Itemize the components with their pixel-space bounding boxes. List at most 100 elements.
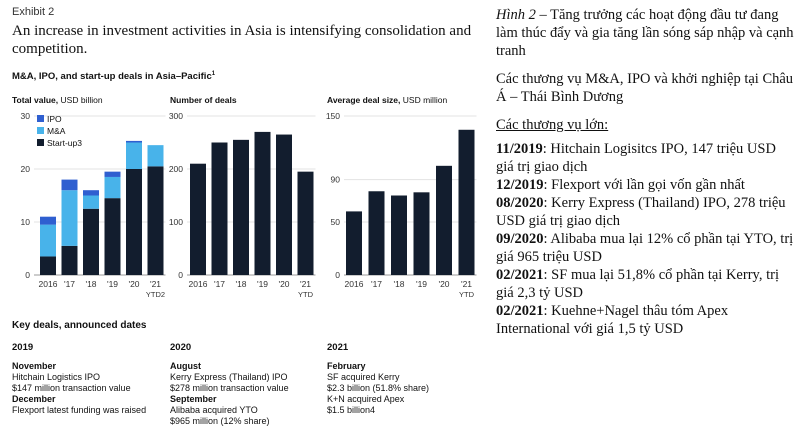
- bar-0: [190, 163, 206, 275]
- y-tick-label: 30: [21, 111, 31, 121]
- y-tick-label: 10: [21, 217, 31, 227]
- bar-startup-3: [104, 198, 121, 275]
- key-deal-date: December: [12, 394, 56, 404]
- chart-subtitle-footnote: 1: [211, 71, 216, 77]
- major-deal-text: : Kuehne+Nagel thâu tóm Apex Internation…: [496, 303, 729, 337]
- figure-caption-text: – Tăng trưởng các hoạt động đầu tư đang …: [496, 7, 794, 59]
- key-deals-year: 2021: [327, 342, 349, 353]
- bar-0: [346, 211, 362, 275]
- bar-1: [211, 142, 228, 275]
- chart-subtitle: M&A, IPO, and start-up deals in Asia–Pac…: [12, 71, 215, 82]
- key-deals-2019: 2019 November Hitchain Logistics IPO $147 m…: [12, 342, 146, 416]
- x-tick-label: '20: [438, 279, 449, 289]
- chart-title-total-value-main: Total value,: [12, 95, 59, 105]
- legend-swatch-2: [37, 139, 44, 146]
- major-deal-date: 09/2020: [496, 231, 544, 247]
- key-deals-2020: 2020 August Kerry Express (Thailand) IPO $2…: [170, 342, 289, 427]
- major-deal-date: 11/2019: [496, 141, 543, 157]
- bar-startup-1: [61, 245, 78, 275]
- x-tick-label: '19: [107, 279, 118, 289]
- key-deal-detail: Kerry Express (Thailand) IPO: [170, 372, 288, 382]
- x-tick-label: '20: [128, 279, 139, 289]
- major-deal-text: : Kerry Express (Thailand) IPO, 278 triệ…: [496, 195, 786, 229]
- figure-caption: Hình 2 – Tăng trưởng các hoạt động đầu t…: [496, 6, 794, 60]
- bar-2: [391, 195, 407, 275]
- y-tick-label: 0: [335, 270, 340, 280]
- exhibit-headline: An increase in investment activities in …: [12, 23, 472, 57]
- x-tick-sublabel: YTD: [298, 290, 314, 299]
- x-tick-label: '19: [257, 279, 268, 289]
- key-deals-title: Key deals, announced dates: [12, 320, 147, 331]
- key-deal-detail: SF acquired Kerry: [327, 372, 400, 382]
- y-tick-label: 200: [169, 164, 183, 174]
- x-tick-label: '21: [150, 279, 161, 289]
- major-deal-text: : Hitchain Logisitcs IPO, 147 triệu USD …: [496, 141, 776, 175]
- bar-ipo-4: [126, 140, 142, 143]
- major-deal-date: 12/2019: [496, 177, 544, 193]
- bar-1: [368, 191, 385, 275]
- major-deals-list: 11/2019: Hitchain Logisitcs IPO, 147 tri…: [496, 140, 794, 338]
- x-tick-label: '17: [371, 279, 382, 289]
- bar-ipo-2: [83, 190, 99, 196]
- key-deal-detail: Hitchain Logistics IPO: [12, 372, 101, 382]
- x-tick-label: '17: [64, 279, 75, 289]
- major-deals-heading: Các thương vụ lớn:: [496, 117, 609, 133]
- major-deal-item: 02/2021: Kuehne+Nagel thâu tóm Apex Inte…: [496, 302, 794, 338]
- chart-title-avg-size-main: Average deal size,: [327, 95, 401, 105]
- major-deal-date: 02/2021: [496, 303, 544, 319]
- bar-2: [233, 139, 249, 275]
- bar-startup-5: [147, 166, 164, 275]
- legend-label-2: Start-up3: [47, 138, 82, 148]
- key-deal-detail: Alibaba acquired YTO: [170, 405, 258, 415]
- legend-label-0: IPO: [47, 114, 62, 124]
- key-deal-date: September: [170, 394, 217, 404]
- y-tick-label: 150: [326, 111, 340, 121]
- y-tick-label: 100: [169, 217, 183, 227]
- y-tick-label: 0: [178, 270, 183, 280]
- major-deal-item: 08/2020: Kerry Express (Thailand) IPO, 2…: [496, 194, 794, 230]
- figure-number: Hình 2: [496, 7, 536, 23]
- bar-ma-0: [40, 224, 56, 257]
- major-deal-text: : Alibaba mua lại 12% cổ phần tại YTO, t…: [496, 231, 794, 265]
- x-tick-label: '19: [416, 279, 427, 289]
- x-tick-label: '21: [300, 279, 311, 289]
- key-deals-year: 2019: [12, 342, 34, 353]
- chart-title-deal-count-main: Number of deals: [170, 95, 237, 105]
- exhibit-panel: Exhibit 2 An increase in investment acti…: [12, 6, 477, 427]
- x-tick-label: 2016: [345, 279, 364, 289]
- bar-startup-4: [126, 169, 142, 275]
- x-tick-label: '20: [278, 279, 289, 289]
- legend-label-1: M&A: [47, 126, 66, 136]
- key-deal-date: August: [170, 361, 201, 371]
- y-tick-label: 20: [21, 164, 31, 174]
- bar-ipo-0: [40, 216, 56, 225]
- bar-startup-0: [40, 256, 56, 275]
- major-deal-item: 12/2019: Flexport với lần gọi vốn gần nh…: [496, 176, 794, 194]
- bar-5: [297, 171, 314, 275]
- key-deal-date: February: [327, 361, 366, 371]
- key-deals-year: 2020: [170, 342, 192, 353]
- key-deal-detail: $278 million transaction value: [170, 383, 289, 393]
- major-deal-text: : SF mua lại 51,8% cổ phần tại Kerry, tr…: [496, 267, 779, 301]
- bar-ipo-3: [104, 171, 121, 177]
- y-tick-label: 300: [169, 111, 183, 121]
- key-deal-detail: $1.5 billion4: [327, 405, 376, 415]
- bar-ma-3: [104, 176, 121, 199]
- x-tick-label: '18: [393, 279, 404, 289]
- legend-swatch-0: [37, 115, 44, 122]
- y-tick-label: 50: [331, 217, 341, 227]
- x-tick-label: 2016: [39, 279, 58, 289]
- y-tick-label: 90: [331, 175, 341, 185]
- key-deal-detail: $965 million (12% share): [170, 416, 270, 426]
- legend-swatch-1: [37, 127, 44, 134]
- x-tick-sublabel: YTD: [459, 290, 475, 299]
- bar-4: [276, 134, 292, 275]
- exhibit-label: Exhibit 2: [12, 6, 55, 18]
- major-deal-date: 08/2020: [496, 195, 544, 211]
- major-deal-item: 02/2021: SF mua lại 51,8% cổ phần tại Ke…: [496, 266, 794, 302]
- major-deal-item: 09/2020: Alibaba mua lại 12% cổ phần tại…: [496, 230, 794, 266]
- key-deal-detail: Flexport latest funding was raised: [12, 405, 147, 415]
- figure-subtitle: Các thương vụ M&A, IPO và khởi nghiệp tạ…: [496, 71, 794, 105]
